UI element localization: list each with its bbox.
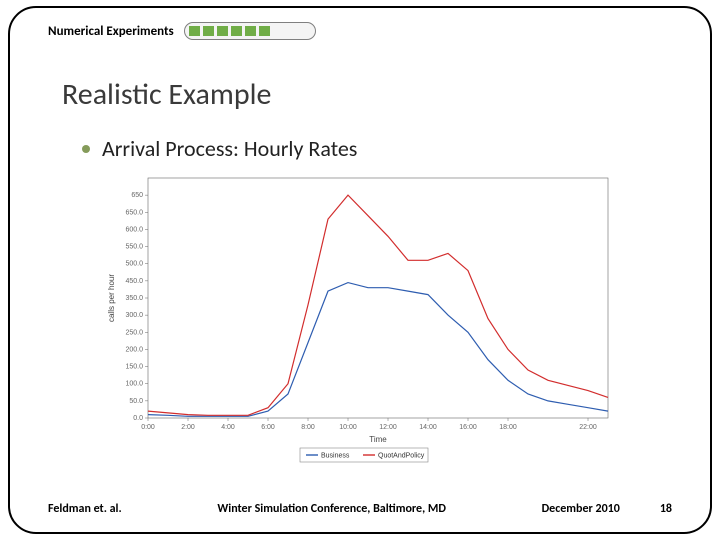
svg-text:4:00: 4:00 bbox=[221, 424, 235, 431]
svg-text:8:00: 8:00 bbox=[301, 424, 315, 431]
svg-text:calls per hour: calls per hour bbox=[107, 274, 116, 322]
svg-text:16:00: 16:00 bbox=[459, 424, 477, 431]
footer: Feldman et. al. Winter Simulation Confer… bbox=[48, 502, 672, 516]
svg-text:10:00: 10:00 bbox=[339, 424, 357, 431]
footer-conference: Winter Simulation Conference, Baltimore,… bbox=[122, 502, 542, 516]
footer-author: Feldman et. al. bbox=[48, 502, 122, 516]
bullet-row: Arrival Process: Hourly Rates bbox=[82, 135, 357, 162]
svg-text:650: 650 bbox=[131, 192, 143, 199]
footer-page: 18 bbox=[660, 502, 672, 516]
svg-text:600.0: 600.0 bbox=[125, 226, 143, 233]
svg-text:Time: Time bbox=[369, 435, 387, 444]
svg-text:QuotAndPolicy: QuotAndPolicy bbox=[378, 453, 425, 460]
line-chart: 0.0 50.0 100.0 150.0 200.0 250.0 300.0 350.0 450… bbox=[100, 170, 620, 470]
svg-text:300.0: 300.0 bbox=[125, 312, 143, 319]
svg-text:18:00: 18:00 bbox=[499, 424, 517, 431]
bullet-icon bbox=[82, 145, 90, 153]
svg-text:0:00: 0:00 bbox=[141, 424, 155, 431]
svg-text:450.0: 450.0 bbox=[125, 278, 143, 285]
svg-text:200.0: 200.0 bbox=[125, 346, 143, 353]
progress-block bbox=[203, 26, 214, 36]
footer-right: December 2010 18 bbox=[542, 502, 672, 516]
svg-text:2:00: 2:00 bbox=[181, 424, 195, 431]
progress-indicator bbox=[184, 22, 316, 40]
svg-text:150.0: 150.0 bbox=[125, 364, 143, 371]
svg-text:14:00: 14:00 bbox=[419, 424, 437, 431]
svg-text:500.0: 500.0 bbox=[125, 261, 143, 268]
tab-label: Numerical Experiments bbox=[48, 24, 174, 39]
progress-block bbox=[217, 26, 228, 36]
progress-block bbox=[245, 26, 256, 36]
svg-text:550.0: 550.0 bbox=[125, 244, 143, 251]
footer-date: December 2010 bbox=[542, 502, 620, 516]
svg-text:250.0: 250.0 bbox=[125, 329, 143, 336]
svg-text:22:00: 22:00 bbox=[579, 424, 597, 431]
svg-text:12:00: 12:00 bbox=[379, 424, 397, 431]
progress-block bbox=[231, 26, 242, 36]
svg-text:6:00: 6:00 bbox=[261, 424, 275, 431]
svg-text:650.0: 650.0 bbox=[125, 209, 143, 216]
bullet-text: Arrival Process: Hourly Rates bbox=[102, 135, 357, 162]
chart-svg: 0.0 50.0 100.0 150.0 200.0 250.0 300.0 350.0 450… bbox=[100, 170, 620, 470]
progress-block bbox=[189, 26, 200, 36]
tab-header: Numerical Experiments bbox=[48, 22, 316, 40]
progress-block bbox=[259, 26, 270, 36]
svg-text:Business: Business bbox=[321, 453, 350, 460]
svg-text:50.0: 50.0 bbox=[129, 398, 143, 405]
svg-text:350.0: 350.0 bbox=[125, 295, 143, 302]
svg-text:100.0: 100.0 bbox=[125, 381, 143, 388]
slide-title: Realistic Example bbox=[62, 76, 271, 113]
svg-text:0.0: 0.0 bbox=[133, 415, 143, 422]
